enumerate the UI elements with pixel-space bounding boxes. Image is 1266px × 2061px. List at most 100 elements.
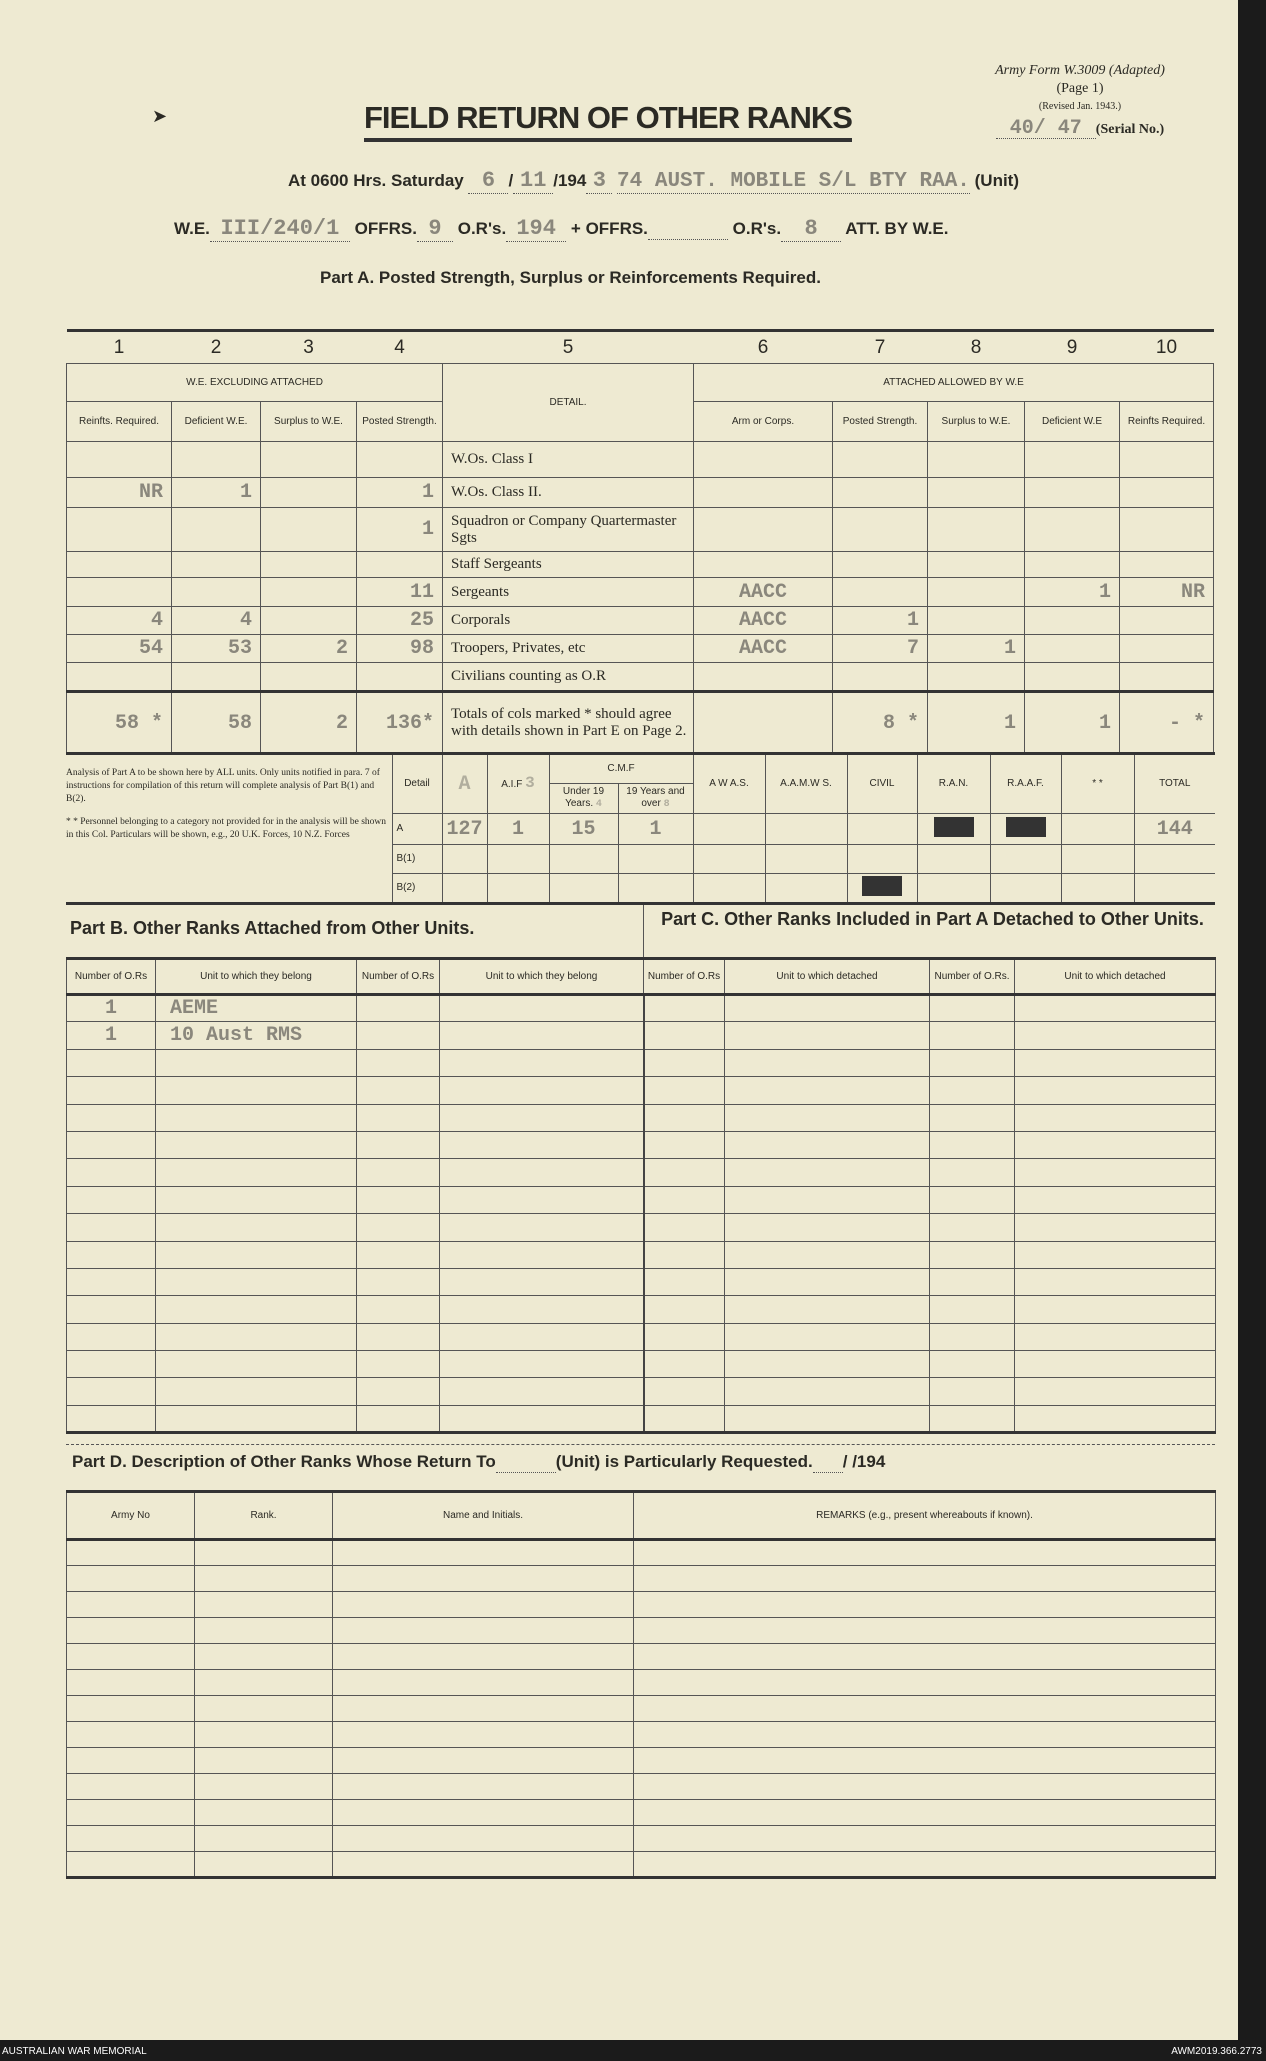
column-header: Surplus to W.E. xyxy=(927,401,1025,442)
table-cell xyxy=(642,1377,725,1406)
column-header: Number of O.Rs. xyxy=(929,958,1015,995)
value-cell-c2 xyxy=(171,662,261,692)
table-cell xyxy=(66,1565,195,1592)
table-cell xyxy=(642,1130,725,1160)
table-cell xyxy=(642,1213,725,1242)
table-row xyxy=(66,1825,1216,1852)
table-cell xyxy=(929,1350,1015,1379)
value-cell-c1 xyxy=(66,662,172,692)
group-header-attached: ATTACHED ALLOWED BY W.E xyxy=(693,363,1214,402)
table-row: W.Os. Class I xyxy=(66,441,1214,478)
redaction-block xyxy=(933,816,974,837)
table-row: Staff Sergeants xyxy=(66,551,1214,578)
stamp-aif: 3 xyxy=(525,774,535,792)
table-cell xyxy=(194,1643,333,1670)
table-cell xyxy=(66,1539,195,1566)
form-reference: Army Form W.3009 (Adapted) (Page 1) (Rev… xyxy=(930,62,1230,139)
table-cell xyxy=(194,1669,333,1696)
value-cell-c3 xyxy=(260,477,357,508)
year-suffix: 3 xyxy=(586,168,613,194)
column-header: Deficient W.E xyxy=(1024,401,1120,442)
table-cell xyxy=(356,1377,440,1406)
table-cell xyxy=(66,1240,156,1269)
table-cell xyxy=(66,1350,156,1379)
table-cell xyxy=(1014,1213,1216,1242)
table-row: NR 1 1 W.Os. Class II. xyxy=(66,477,1214,508)
table-cell xyxy=(332,1591,634,1618)
table-cell xyxy=(356,1130,440,1160)
table-cell xyxy=(633,1617,1216,1644)
part-d-table: Army No Rank. Name and Initials. REMARKS (e… xyxy=(66,1490,1216,1879)
table-cell xyxy=(1014,1322,1216,1352)
value-cell-c3: 2 xyxy=(260,691,357,754)
page-title: FIELD RETURN OF OTHER RANKS xyxy=(364,100,853,142)
raaf-header: R.A.A.F. xyxy=(989,753,1062,814)
column-header: Name and Initials. xyxy=(332,1491,634,1540)
detail-cell: Squadron or Company Quartermaster Sgts xyxy=(442,507,694,552)
table-cell xyxy=(1014,1267,1216,1297)
value-cell-c3 xyxy=(260,507,357,552)
value-cell-c3 xyxy=(260,441,357,478)
column-header: Unit to which they belong xyxy=(439,958,644,995)
table-cell xyxy=(1014,1185,1216,1215)
table-row: 58 * 58 2 136* Totals of cols marked * shoul… xyxy=(66,691,1214,754)
footer-reference: AWM2019.366.2773 xyxy=(1171,2046,1262,2057)
column-number: 1 xyxy=(113,336,125,358)
table-cell xyxy=(155,1185,357,1215)
table-row xyxy=(66,1322,1216,1352)
column-number: 10 xyxy=(1155,336,1178,358)
group-header-we: W.E. EXCLUDING ATTACHED xyxy=(66,363,443,402)
table-cell xyxy=(66,1851,195,1878)
table-cell xyxy=(724,1322,930,1352)
table-cell xyxy=(929,1267,1015,1297)
value-cell-c2: 53 xyxy=(171,634,261,663)
value-cell-c3: 2 xyxy=(260,634,357,663)
value-cell-c8 xyxy=(927,577,1025,607)
value-cell-c8 xyxy=(927,551,1025,578)
value-cell-c9 xyxy=(1024,441,1120,478)
value-cell-c4 xyxy=(356,441,443,478)
table-row xyxy=(66,1721,1216,1748)
detail-cell: W.Os. Class II. xyxy=(442,477,694,508)
part-b-title: Part B. Other Ranks Attached from Other … xyxy=(70,918,475,938)
row-label: B(2) xyxy=(391,873,443,904)
over19-value: 1 xyxy=(617,813,694,845)
table-cell xyxy=(439,1158,644,1187)
table-row xyxy=(66,1591,1216,1618)
table-cell xyxy=(66,1377,156,1406)
table-cell xyxy=(633,1669,1216,1696)
table-cell xyxy=(929,1240,1015,1269)
footer-institution: AUSTRALIAN WAR MEMORIAL xyxy=(2,2046,147,2057)
other-header: * * xyxy=(1060,753,1135,814)
value-cell-c7: 1 xyxy=(832,606,928,635)
table-cell xyxy=(356,1158,440,1187)
table-cell xyxy=(724,1076,930,1105)
value-cell-c6 xyxy=(693,551,833,578)
part-bc-table: Number of O.Rs Unit to which they belong N… xyxy=(66,957,1216,1435)
redaction-block xyxy=(862,875,902,896)
analysis-row-b1: B(1) xyxy=(66,844,1215,874)
table-cell: 1 xyxy=(66,1021,156,1050)
table-row: 54 53 2 98 Troopers, Privates, etc AACC 7 1 xyxy=(66,634,1214,663)
value-cell-c9 xyxy=(1024,606,1120,635)
value-cell-c8 xyxy=(927,507,1025,552)
table-row xyxy=(66,1799,1216,1826)
table-row: 1 AEME xyxy=(66,993,1216,1023)
table-row xyxy=(66,1295,1216,1324)
table-row xyxy=(66,1539,1216,1566)
table-cell xyxy=(724,1404,930,1434)
column-number: 2 xyxy=(210,336,222,358)
table-cell: AEME xyxy=(155,993,357,1023)
table-cell xyxy=(155,1322,357,1352)
table-cell xyxy=(633,1773,1216,1800)
table-cell xyxy=(724,1048,930,1078)
value-cell-c7 xyxy=(832,551,928,578)
table-cell xyxy=(929,1404,1015,1434)
table-cell: 1 xyxy=(66,993,156,1023)
table-cell xyxy=(332,1799,634,1826)
table-cell xyxy=(633,1851,1216,1878)
table-cell xyxy=(1014,1048,1216,1078)
table-cell xyxy=(194,1721,333,1748)
part-d-unit: (Unit) is Particularly Requested. xyxy=(555,1452,813,1471)
table-cell xyxy=(642,1103,725,1132)
